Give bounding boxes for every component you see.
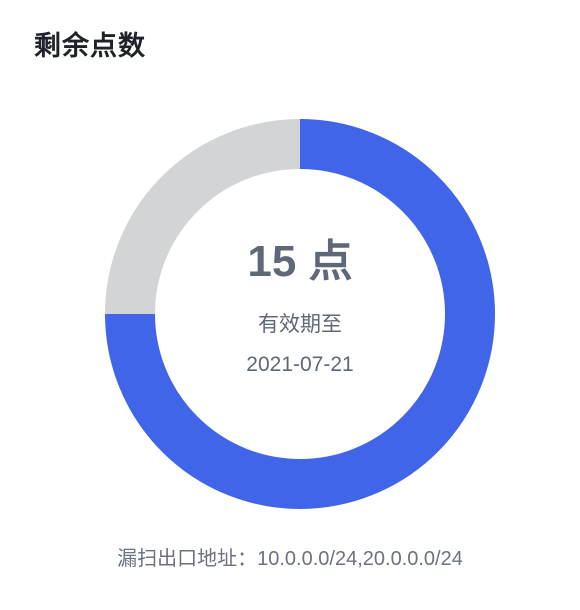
- donut-svg: [105, 119, 495, 509]
- scan-egress-ip-list: 10.0.0.0/24,20.0.0.0/24: [257, 548, 463, 570]
- card-title: 剩余点数: [34, 31, 146, 61]
- donut-segment-remaining: [105, 119, 495, 509]
- points-donut-chart: 15 点 有效期至 2021-07-21: [100, 118, 500, 510]
- scan-egress-label: 漏扫出口地址：: [117, 548, 258, 570]
- scan-egress-address: 漏扫出口地址：10.0.0.0/24,20.0.0.0/24: [0, 544, 580, 574]
- donut-segment-used: [105, 119, 301, 315]
- expiry-date: 2021-07-21: [246, 353, 354, 376]
- expiry-label: 有效期至: [258, 313, 342, 336]
- points-value: 15 点: [247, 237, 353, 286]
